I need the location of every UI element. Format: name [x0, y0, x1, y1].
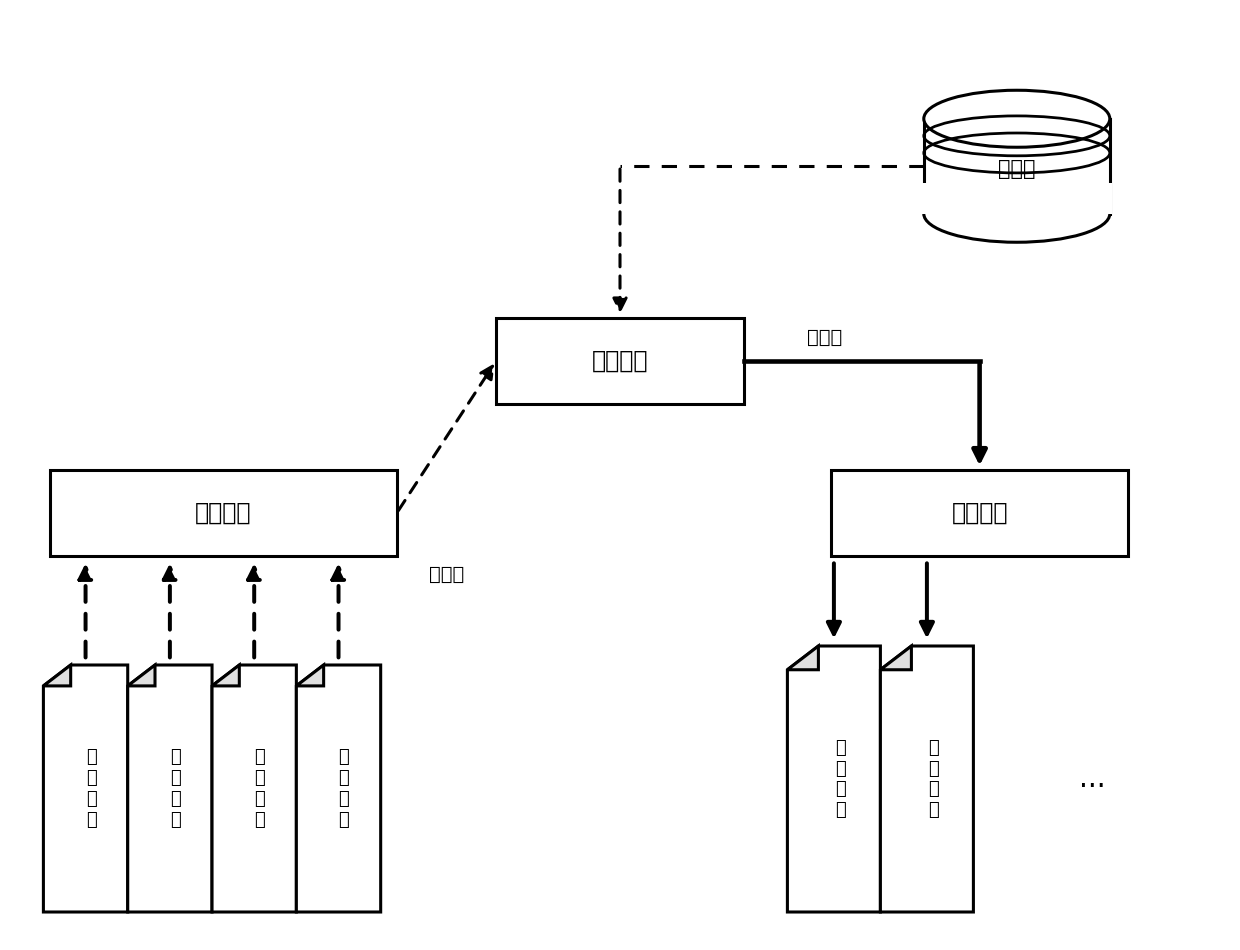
Text: 环
境
温
度: 环 境 温 度	[170, 749, 181, 828]
Text: 其
它
数
据: 其 它 数 据	[339, 749, 350, 828]
Polygon shape	[212, 665, 296, 912]
Text: 温控模块: 温控模块	[591, 349, 649, 373]
Polygon shape	[296, 665, 381, 912]
Polygon shape	[880, 646, 973, 912]
Polygon shape	[128, 665, 155, 686]
Bar	[496, 318, 744, 404]
Text: 风
扇
组
一: 风 扇 组 一	[835, 739, 846, 819]
Bar	[831, 470, 1128, 556]
Polygon shape	[43, 665, 71, 686]
Text: 风
扇
组
二: 风 扇 组 二	[928, 739, 939, 819]
Polygon shape	[296, 665, 324, 686]
Text: 设
备
温
度: 设 备 温 度	[86, 749, 97, 828]
Bar	[921, 183, 1112, 214]
Ellipse shape	[924, 185, 1110, 242]
Polygon shape	[212, 665, 239, 686]
Text: 系
统
噪
声: 系 统 噪 声	[254, 749, 265, 828]
Ellipse shape	[924, 90, 1110, 147]
Text: 测温模块: 测温模块	[195, 501, 252, 525]
Bar	[924, 119, 1110, 214]
Polygon shape	[128, 665, 212, 912]
Text: 调速模块: 调速模块	[951, 501, 1008, 525]
Text: 数据库: 数据库	[998, 159, 1035, 180]
Text: 数据流: 数据流	[429, 565, 464, 584]
Polygon shape	[43, 665, 128, 912]
Text: 指令流: 指令流	[807, 328, 842, 347]
Polygon shape	[880, 646, 911, 670]
Polygon shape	[787, 646, 880, 912]
Text: ...: ...	[1079, 765, 1105, 793]
Bar	[50, 470, 397, 556]
Polygon shape	[787, 646, 818, 670]
